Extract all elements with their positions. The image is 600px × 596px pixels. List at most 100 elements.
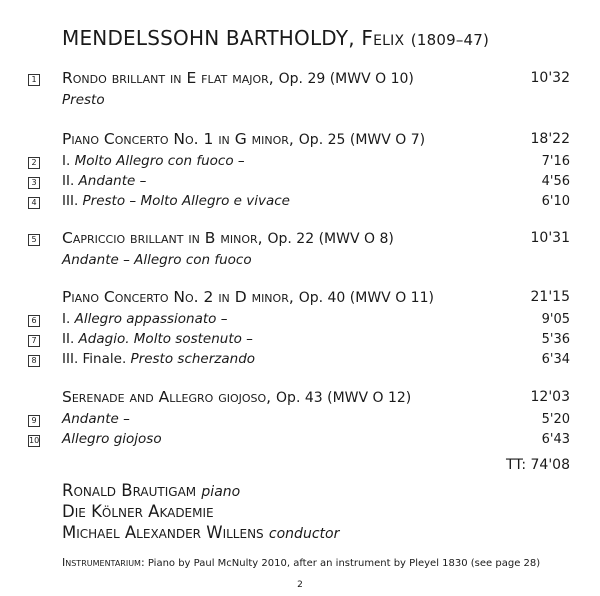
performer-name: Die Kölner Akademie	[62, 502, 214, 521]
movement: Presto	[62, 92, 105, 108]
work-duration: 21'15	[531, 289, 570, 305]
duration-text: 7'16	[541, 154, 570, 169]
movement: II. Adagio. Molto sostenuto –	[62, 331, 253, 347]
work-title: Piano Concerto No. 2 in D minor, Op. 40 …	[62, 288, 434, 306]
work-title: Serenade and Allegro giojoso, Op. 43 (MW…	[62, 388, 411, 406]
instrumentarium-note: Instrumentarium: Piano by Paul McNulty 2…	[62, 556, 540, 569]
work-duration: 10'32	[531, 70, 570, 86]
work-title: Capriccio brillant in B minor, Op. 22 (M…	[62, 229, 394, 247]
track-number-box: 2	[28, 157, 40, 169]
track-number: 4	[31, 198, 37, 207]
duration-text: 12'03	[530, 389, 570, 405]
track-number: 3	[31, 178, 37, 187]
movement: I. Allegro appassionato –	[62, 311, 227, 327]
movement-duration: 6'34	[542, 352, 570, 367]
work-title: Piano Concerto No. 1 in G minor, Op. 25 …	[62, 130, 425, 148]
movement: III. Presto – Molto Allegro e vivace	[62, 193, 290, 209]
work-duration: 18'22	[531, 131, 570, 147]
track-number: 1	[31, 75, 37, 84]
work-name: Rondo brillant in E flat major,	[62, 69, 274, 87]
duration-text: 21'15	[530, 289, 570, 305]
work-opus: Op. 29 (MWV O 10)	[278, 71, 414, 87]
track-number: 2	[31, 158, 37, 167]
performer-1: Ronald Brautigam piano	[62, 481, 240, 500]
total-time: TT: 74'08	[506, 457, 570, 473]
performer-name: Ronald Brautigam	[62, 481, 197, 500]
track-number-box: 10	[28, 435, 40, 447]
track-number: 7	[31, 336, 37, 345]
instrumentarium-text: Piano by Paul McNulty 2010, after an ins…	[147, 558, 541, 569]
movement: II. Andante –	[62, 173, 146, 189]
duration-text: 10'31	[530, 230, 570, 246]
work-name: Piano Concerto No. 1 in G minor,	[62, 130, 294, 148]
performer-role: piano	[201, 484, 241, 500]
work-duration: 10'31	[531, 230, 570, 246]
movement-number: II.	[62, 331, 79, 347]
instrumentarium-label: Instrumentarium:	[62, 556, 145, 569]
track-number-box: 4	[28, 197, 40, 209]
work-name: Serenade and Allegro giojoso,	[62, 388, 272, 406]
work-duration: 12'03	[531, 389, 570, 405]
duration-text: 9'05	[541, 312, 570, 327]
track-number-box: 6	[28, 315, 40, 327]
duration-text: 5'20	[541, 412, 570, 427]
work-opus: Op. 40 (MWV O 11)	[298, 290, 434, 306]
track-number: 5	[31, 235, 37, 244]
performer-role: conductor	[268, 526, 340, 542]
movement-tempo: Andante –	[62, 411, 130, 427]
movement-tempo: Presto	[62, 92, 105, 108]
movement-number: II.	[62, 173, 79, 189]
duration-text: 6'34	[541, 352, 570, 367]
movement-tempo: Molto Allegro con fuoco –	[74, 153, 245, 169]
movement-duration: 9'05	[542, 312, 570, 327]
track-number-box: 9	[28, 415, 40, 427]
movement-tempo: Allegro giojoso	[62, 431, 162, 447]
movement-duration: 4'56	[542, 174, 570, 189]
movement: III. Finale. Presto scherzando	[62, 351, 255, 367]
movement-number: I.	[62, 153, 75, 169]
movement: I. Molto Allegro con fuoco –	[62, 153, 245, 169]
performer-name: Michael Alexander Willens	[62, 523, 264, 542]
track-number-box: 3	[28, 177, 40, 189]
duration-text: 5'36	[541, 332, 570, 347]
movement-tempo: Presto scherzando	[130, 351, 256, 367]
movement-tempo: Andante –	[78, 173, 147, 189]
duration-text: 6'10	[541, 194, 570, 209]
performer-3: Michael Alexander Willens conductor	[62, 523, 339, 542]
movement-number: III.	[62, 193, 83, 209]
page-number: 2	[297, 580, 303, 590]
movement-number: I.	[62, 311, 75, 327]
movement-tempo: Andante – Allegro con fuoco	[62, 252, 252, 268]
duration-text: 4'56	[541, 174, 570, 189]
movement-duration: 5'20	[542, 412, 570, 427]
duration-text: 18'22	[530, 131, 570, 147]
composer-first-name: Felix	[361, 26, 405, 50]
movement-duration: 6'43	[542, 432, 570, 447]
movement: Andante – Allegro con fuoco	[62, 252, 252, 268]
movement-duration: 5'36	[542, 332, 570, 347]
track-number: 8	[31, 356, 37, 365]
work-name: Capriccio brillant in B minor,	[62, 229, 263, 247]
track-number: 9	[31, 416, 37, 425]
track-number-box: 5	[28, 234, 40, 246]
track-number-box: 8	[28, 355, 40, 367]
composer-heading: MENDELSSOHN BARTHOLDY, Felix (1809–47)	[62, 26, 489, 50]
duration-text: 10'32	[530, 70, 570, 86]
movement-number: III. Finale.	[62, 351, 131, 367]
movement-duration: 6'10	[542, 194, 570, 209]
composer-name: MENDELSSOHN BARTHOLDY,	[62, 26, 355, 50]
work-opus: Op. 43 (MWV O 12)	[276, 390, 412, 406]
duration-text: 6'43	[541, 432, 570, 447]
movement-tempo: Allegro appassionato –	[74, 311, 228, 327]
movement-duration: 7'16	[542, 154, 570, 169]
track-number: 10	[29, 436, 40, 445]
performer-2: Die Kölner Akademie	[62, 502, 214, 521]
movement: Allegro giojoso	[62, 431, 162, 447]
movement-tempo: Adagio. Molto sostenuto –	[78, 331, 253, 347]
track-number-box: 1	[28, 74, 40, 86]
work-opus: Op. 25 (MWV O 7)	[298, 132, 426, 148]
movement-tempo: Presto – Molto Allegro e vivace	[82, 193, 290, 209]
work-name: Piano Concerto No. 2 in D minor,	[62, 288, 294, 306]
track-number: 6	[31, 316, 37, 325]
track-number-box: 7	[28, 335, 40, 347]
